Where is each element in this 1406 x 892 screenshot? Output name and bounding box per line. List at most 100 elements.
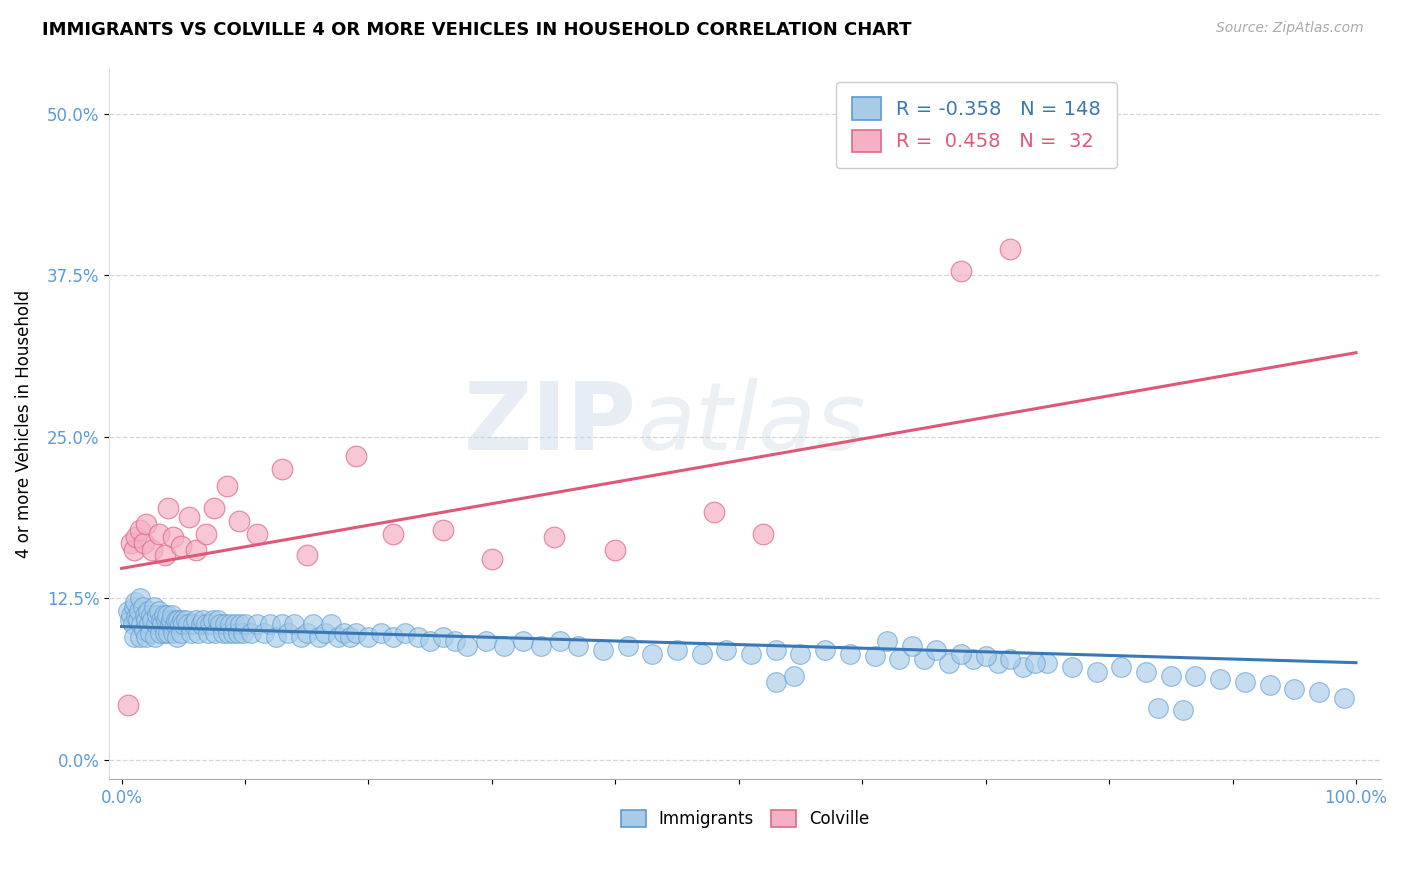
Point	[172, 616, 194, 631]
Point	[357, 630, 380, 644]
Point	[252, 626, 274, 640]
Point	[134, 607, 156, 622]
Point	[224, 616, 246, 631]
Point	[512, 633, 534, 648]
Point	[246, 526, 269, 541]
Point	[166, 630, 188, 644]
Point	[207, 613, 229, 627]
Point	[184, 543, 207, 558]
Point	[155, 613, 177, 627]
Point	[456, 639, 478, 653]
Point	[339, 630, 361, 644]
Text: ZIP: ZIP	[464, 377, 637, 470]
Point	[163, 616, 186, 631]
Point	[740, 647, 762, 661]
Point	[135, 630, 157, 644]
Point	[444, 633, 467, 648]
Point	[592, 642, 614, 657]
Point	[290, 630, 312, 644]
Y-axis label: 4 or more Vehicles in Household: 4 or more Vehicles in Household	[15, 290, 32, 558]
Point	[120, 607, 142, 622]
Point	[283, 616, 305, 631]
Point	[259, 616, 281, 631]
Point	[494, 639, 516, 653]
Point	[125, 610, 148, 624]
Point	[150, 616, 173, 631]
Point	[1258, 678, 1281, 692]
Point	[159, 616, 181, 631]
Point	[131, 616, 153, 631]
Point	[783, 668, 806, 682]
Point	[295, 549, 318, 563]
Point	[548, 633, 571, 648]
Point	[143, 630, 166, 644]
Point	[271, 462, 294, 476]
Point	[209, 616, 232, 631]
Point	[132, 535, 155, 549]
Point	[226, 626, 249, 640]
Point	[752, 526, 775, 541]
Point	[814, 642, 837, 657]
Point	[1209, 673, 1232, 687]
Point	[1000, 243, 1022, 257]
Point	[145, 616, 167, 631]
Point	[925, 642, 948, 657]
Point	[211, 626, 233, 640]
Point	[169, 616, 191, 631]
Point	[139, 626, 162, 640]
Point	[344, 626, 367, 640]
Point	[1173, 703, 1195, 717]
Point	[333, 626, 356, 640]
Point	[146, 607, 169, 622]
Point	[232, 626, 254, 640]
Point	[117, 604, 139, 618]
Point	[201, 613, 224, 627]
Point	[1147, 701, 1170, 715]
Point	[530, 639, 553, 653]
Point	[765, 642, 787, 657]
Point	[1036, 656, 1059, 670]
Point	[382, 630, 405, 644]
Point	[132, 624, 155, 638]
Point	[197, 626, 219, 640]
Point	[228, 514, 250, 528]
Point	[302, 616, 325, 631]
Point	[949, 264, 972, 278]
Point	[138, 616, 160, 631]
Point	[394, 626, 416, 640]
Point	[184, 613, 207, 627]
Point	[141, 543, 163, 558]
Point	[1111, 659, 1133, 673]
Point	[432, 523, 454, 537]
Point	[153, 549, 176, 563]
Point	[308, 630, 330, 644]
Point	[142, 600, 165, 615]
Point	[170, 626, 193, 640]
Point	[344, 449, 367, 463]
Point	[177, 616, 200, 631]
Point	[129, 630, 152, 644]
Point	[838, 647, 860, 661]
Point	[122, 543, 145, 558]
Point	[160, 613, 183, 627]
Point	[616, 639, 638, 653]
Point	[1160, 668, 1182, 682]
Point	[129, 523, 152, 537]
Point	[128, 604, 150, 618]
Point	[321, 616, 343, 631]
Point	[938, 656, 960, 670]
Point	[141, 607, 163, 622]
Point	[121, 616, 143, 631]
Point	[295, 626, 318, 640]
Point	[135, 613, 157, 627]
Point	[165, 613, 187, 627]
Point	[117, 698, 139, 713]
Point	[277, 626, 299, 640]
Point	[174, 613, 197, 627]
Point	[179, 509, 201, 524]
Point	[194, 526, 217, 541]
Point	[153, 626, 176, 640]
Point	[170, 540, 193, 554]
Point	[162, 530, 184, 544]
Point	[1233, 675, 1256, 690]
